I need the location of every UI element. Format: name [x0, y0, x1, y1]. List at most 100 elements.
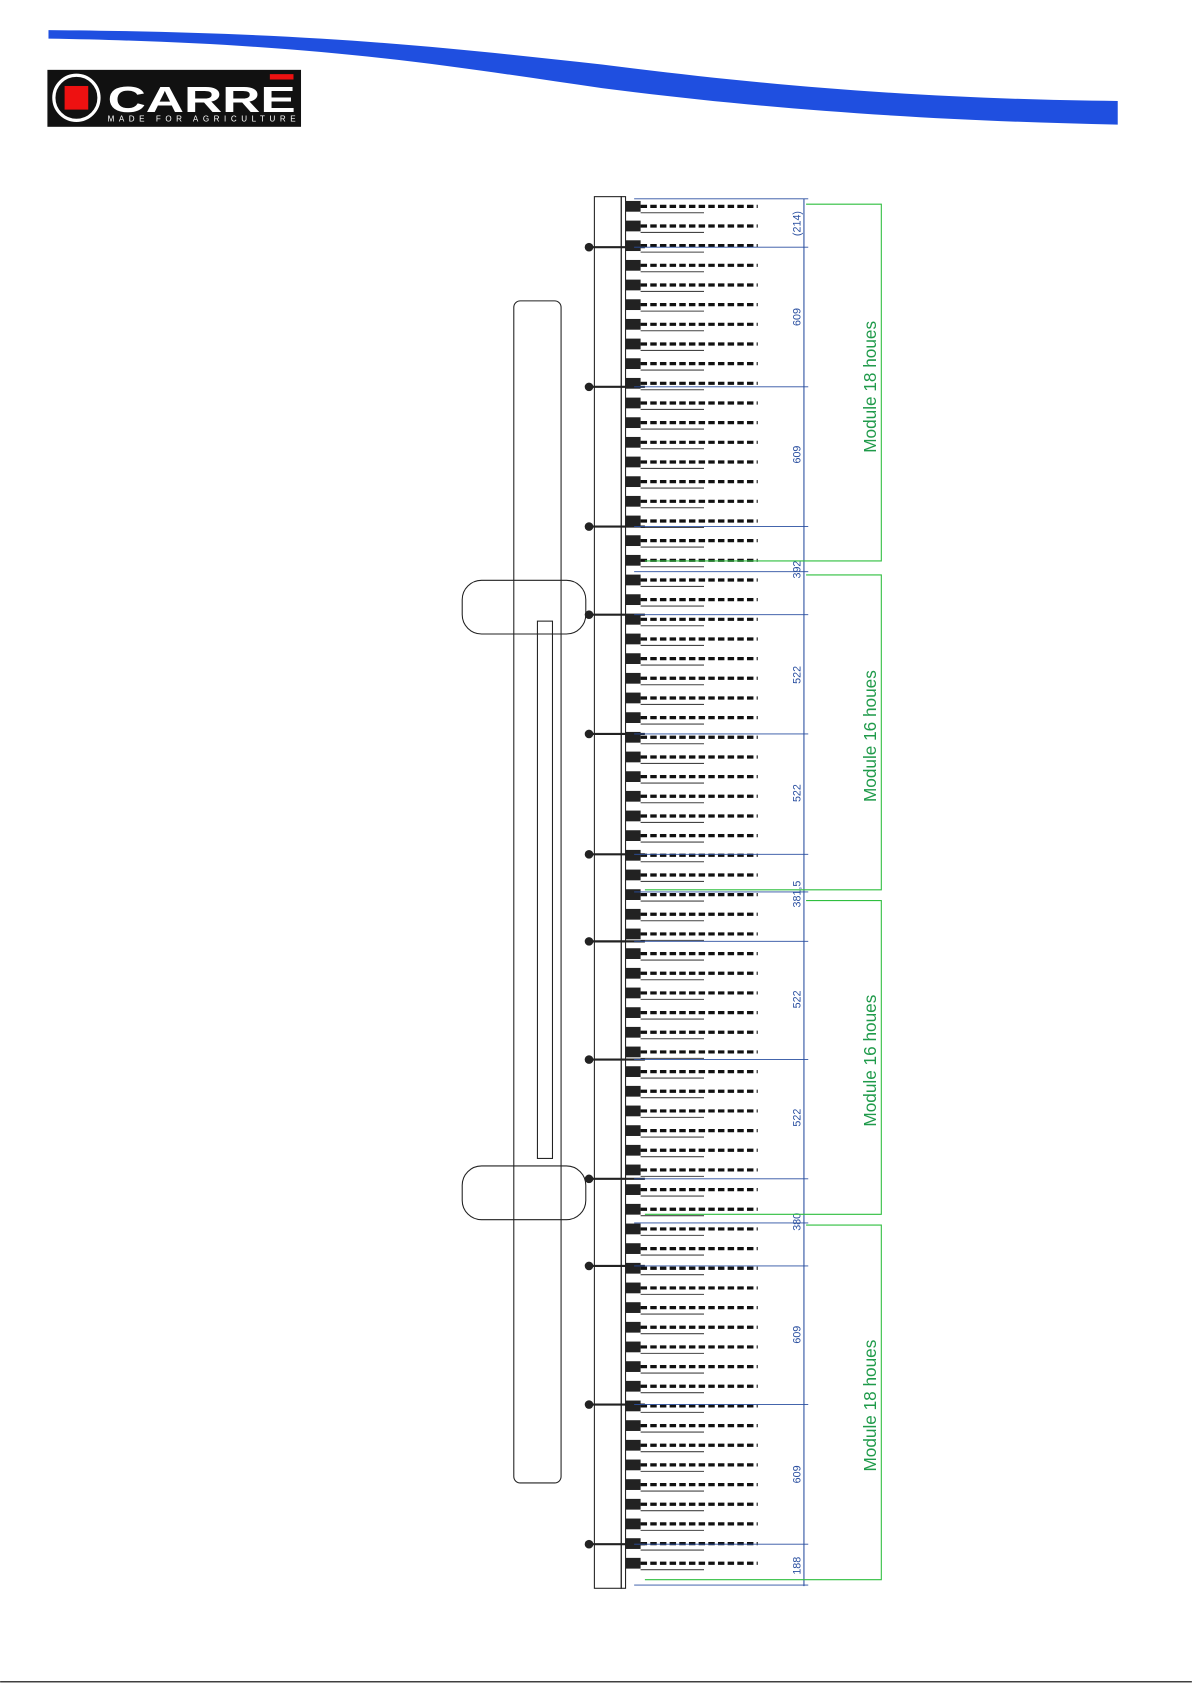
tine-body [625, 1203, 641, 1215]
tine-body [625, 1007, 641, 1018]
tine-body [625, 672, 641, 684]
bolt-head [584, 382, 594, 392]
bolt-head [584, 1174, 594, 1184]
tine-body [625, 1341, 641, 1353]
tine-body [625, 1321, 641, 1333]
dimension-label: 609 [792, 1465, 804, 1483]
tine-body [625, 692, 641, 704]
tine-body [625, 967, 641, 979]
bolt-head [584, 937, 594, 946]
tine-body [625, 633, 641, 645]
module-label: Module 18 houes [860, 321, 880, 453]
logo: CARRE MADE FOR AGRICULTURE [47, 69, 302, 127]
tine-body [625, 299, 641, 311]
tine-body [625, 869, 641, 881]
tine-body [625, 279, 641, 291]
tine-body [625, 240, 641, 252]
module-bracket [644, 574, 882, 891]
technical-drawing: (214) 609 609 392 522 522 381,5 522 522 380 609 609… [461, 196, 882, 1589]
bolt-head [584, 1400, 594, 1409]
brand: CARRE [108, 79, 296, 120]
bolt-head [584, 522, 594, 531]
tine-body [625, 948, 641, 959]
tagline: MADE FOR AGRICULTURE [108, 114, 297, 123]
tine-body [625, 1184, 641, 1195]
tine-body [625, 358, 641, 370]
tine-body [625, 810, 641, 822]
dimension-label: 522 [792, 990, 804, 1008]
tine-body [625, 1243, 641, 1254]
dimension-label: 380 [792, 1213, 804, 1231]
module-bracket [644, 899, 882, 1215]
tine-body [625, 1282, 641, 1294]
module-bracket [644, 1224, 882, 1581]
tine-body [625, 1380, 641, 1392]
module-label: Module 16 houes [860, 670, 880, 802]
header-swoosh [48, 30, 1118, 125]
dimension-label: (214) [792, 211, 804, 236]
dimension-label: 522 [792, 784, 804, 802]
bolt-head [584, 1539, 594, 1549]
dimension-label: 522 [792, 1109, 804, 1127]
tine-body [625, 830, 641, 841]
tine-body [625, 908, 641, 920]
bolt-head [584, 610, 594, 619]
dimension-label: 392 [792, 561, 804, 579]
bolt-head [584, 242, 594, 252]
tine-body [625, 928, 641, 940]
dimension-label: 522 [792, 666, 804, 684]
bolt-head [584, 850, 594, 859]
tine-body [625, 1479, 641, 1490]
tine-body [625, 1361, 641, 1372]
tine-body [625, 200, 641, 212]
tine-body [625, 318, 641, 330]
tine-body [625, 535, 641, 547]
tine-body [625, 1144, 641, 1156]
tine-body [625, 338, 641, 350]
tine-body [625, 1498, 641, 1510]
tine-body [625, 417, 641, 429]
tine-body [625, 377, 641, 389]
tine-body [625, 1164, 641, 1176]
tine-body [625, 1066, 641, 1077]
bolt-head [584, 1261, 594, 1271]
tine-body [625, 1557, 641, 1569]
tine-body [625, 436, 641, 448]
tine-body [625, 1420, 641, 1431]
module-bracket [644, 203, 882, 562]
tine-body [625, 771, 641, 782]
tine-body [625, 1518, 641, 1530]
tine-body [625, 987, 641, 999]
bolt-head [584, 729, 594, 739]
bolt-head [584, 1055, 594, 1064]
dimension-label: 188 [792, 1557, 804, 1575]
tine-body [625, 1302, 641, 1313]
tine-body [625, 1026, 641, 1038]
dimension-label: 609 [792, 446, 804, 464]
module-label: Module 18 houes [860, 1340, 880, 1472]
tine-body [625, 220, 641, 232]
tine-body [625, 712, 641, 724]
tine-body [625, 731, 641, 743]
tine-body [625, 1459, 641, 1471]
tine-body [625, 1085, 641, 1097]
tine-body [625, 397, 641, 409]
tine-body [625, 751, 641, 763]
tine-body [625, 1223, 641, 1235]
tine-body [625, 1400, 641, 1412]
tine-body [625, 476, 641, 488]
tine-body [625, 495, 641, 507]
tine-body [625, 259, 641, 271]
tine-body [625, 456, 641, 468]
module-label: Module 16 houes [860, 995, 880, 1127]
tine-body [625, 1125, 641, 1136]
dimension-label: 381,5 [792, 881, 804, 908]
tine-body [625, 889, 641, 900]
dimension-label: 609 [792, 1326, 804, 1344]
tine-body [625, 1105, 641, 1117]
tine-body [625, 554, 641, 566]
tine-body [625, 613, 641, 625]
tine-body [625, 515, 641, 527]
tine-body [625, 1046, 641, 1058]
